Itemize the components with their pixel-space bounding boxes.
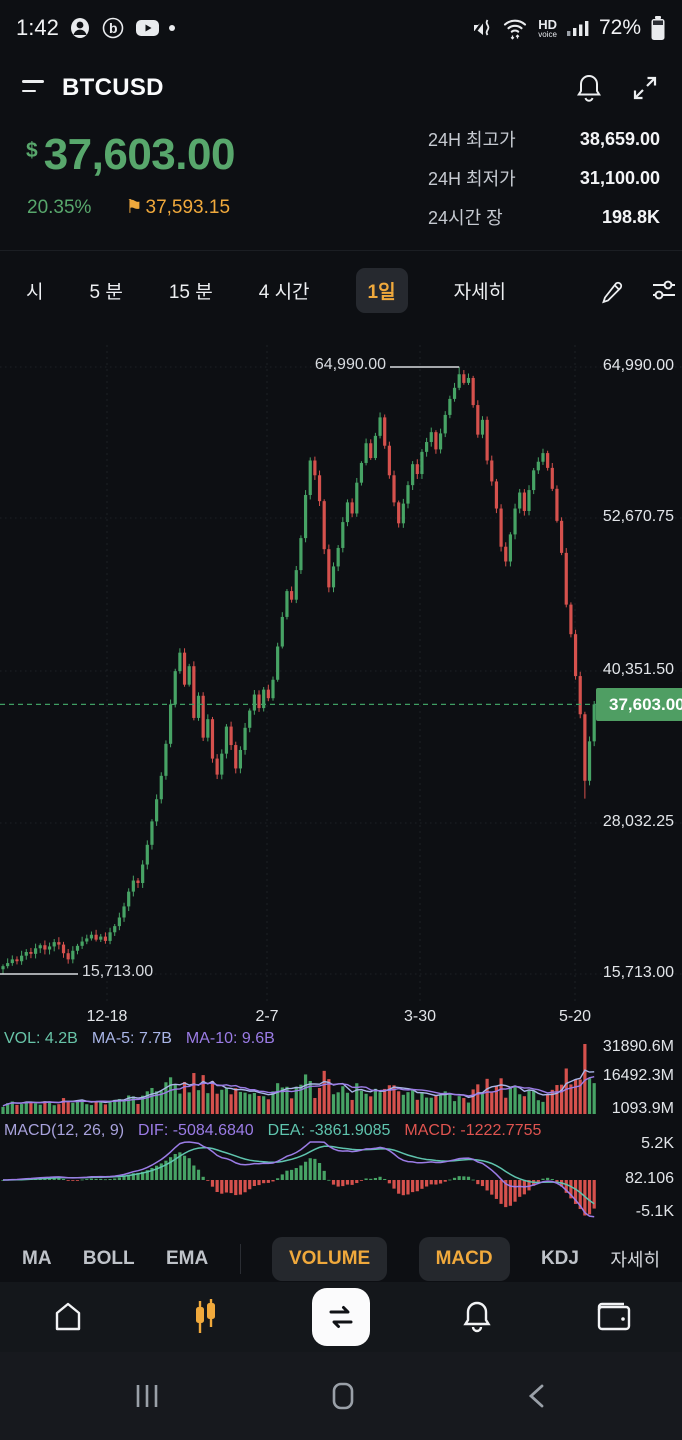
menu-icon[interactable]: [22, 80, 46, 96]
tf-hour[interactable]: 시: [26, 281, 44, 303]
last-price: 37,603.00: [43, 130, 236, 179]
stats-24h: 24H 최고가 38,659.00 24H 최저가 31,100.00 24시간…: [428, 126, 660, 230]
symbol-title[interactable]: BTCUSD: [62, 74, 164, 101]
bottom-navigation: [0, 1282, 682, 1352]
stat-24h-volume: 24시간 장 198.8K: [428, 206, 660, 229]
tab-ema[interactable]: EMA: [166, 1248, 209, 1269]
tf-1day-selected[interactable]: 1일: [355, 267, 408, 313]
chart-canvas[interactable]: [0, 330, 682, 1235]
svg-text:b: b: [109, 20, 118, 36]
nav-trade-button[interactable]: [306, 1287, 376, 1347]
chart-area[interactable]: 37,603.00 VOL: 4.2B MA-5: 7.7B MA-10: 9.…: [0, 330, 682, 1235]
stat-24h-high: 24H 최고가 38,659.00: [428, 128, 660, 151]
tab-more[interactable]: 자세히: [610, 1250, 661, 1270]
back-button[interactable]: [522, 1379, 552, 1413]
tab-volume-selected[interactable]: VOLUME: [271, 1237, 388, 1281]
divider: [0, 250, 682, 251]
indicator-tab-bar: MA BOLL EMA VOLUME MACD KDJ 자세히: [0, 1236, 682, 1282]
change-percent: 20.35%: [27, 196, 92, 218]
status-bar: 1:42 b HD voice: [0, 0, 682, 56]
tab-ma[interactable]: MA: [22, 1248, 52, 1269]
timeframe-bar: 시 5 분 15 분 4 시간 1일 자세히: [0, 262, 682, 318]
trade-button-background: [311, 1288, 370, 1346]
tf-more[interactable]: 자세히: [453, 281, 507, 303]
tab-boll[interactable]: BOLL: [82, 1248, 135, 1269]
signal-strength-icon: [566, 21, 589, 36]
candlestick-markets-icon: [195, 1299, 215, 1333]
flag-icon: ⚑: [125, 197, 143, 218]
bell-icon: [463, 1301, 492, 1333]
profile-notification-icon: [70, 18, 89, 38]
tab-kdj[interactable]: KDJ: [540, 1248, 579, 1269]
nav-wallet-button[interactable]: [579, 1287, 649, 1347]
draw-pencil-icon[interactable]: [598, 276, 624, 304]
nav-home-button[interactable]: [33, 1287, 103, 1347]
wifi-icon: [504, 19, 527, 40]
tf-4hour[interactable]: 4 시간: [258, 281, 310, 303]
youtube-notification-icon: [135, 20, 159, 36]
home-button[interactable]: [326, 1379, 360, 1413]
tf-5min[interactable]: 5 분: [89, 281, 123, 303]
android-navigation-bar: [0, 1352, 682, 1440]
battery-percent: 72%: [598, 16, 641, 39]
clock-time: 1:42: [16, 15, 59, 40]
home-icon: [55, 1302, 81, 1331]
price-panel: $ 37,603.00 20.35% ⚑ 37,593.15 24H 최고가 3…: [0, 122, 682, 242]
tab-divider: [239, 1244, 241, 1274]
battery-icon: [651, 16, 665, 40]
currency-symbol: $: [26, 139, 38, 162]
app-header: BTCUSD: [0, 62, 682, 114]
price-alert-bell-icon[interactable]: [574, 72, 604, 104]
stat-24h-low: 24H 최저가 31,100.00: [428, 167, 660, 190]
recents-button[interactable]: [130, 1379, 164, 1413]
tab-macd-selected[interactable]: MACD: [418, 1237, 510, 1281]
bybit-app-icon: b: [102, 17, 124, 39]
notification-dot-icon: [168, 25, 175, 31]
tf-15min[interactable]: 15 분: [168, 281, 213, 303]
chart-settings-icon[interactable]: [650, 276, 678, 304]
wallet-icon: [597, 1302, 630, 1331]
nav-markets-button[interactable]: [170, 1287, 240, 1347]
flagged-price: ⚑ 37,593.15: [125, 196, 231, 219]
hd-voice-indicator: HD voice: [538, 16, 557, 39]
nav-notifications-button[interactable]: [442, 1287, 512, 1347]
swap-arrows-icon: [329, 1306, 353, 1328]
fullscreen-expand-icon[interactable]: [630, 73, 660, 103]
mute-vibrate-icon: [472, 19, 490, 36]
